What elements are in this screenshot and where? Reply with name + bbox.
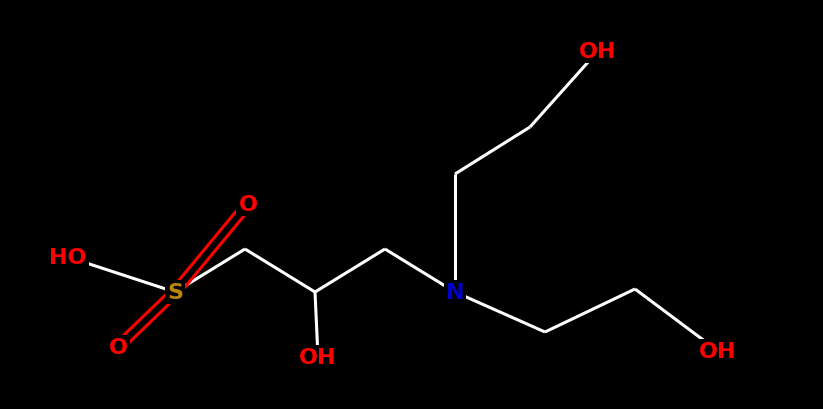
Text: OH: OH <box>300 347 337 367</box>
Text: N: N <box>446 282 464 302</box>
Text: O: O <box>109 337 128 357</box>
Text: HO: HO <box>49 247 86 267</box>
Text: S: S <box>167 282 183 302</box>
Text: OH: OH <box>700 341 737 361</box>
Text: OH: OH <box>579 42 616 62</box>
Text: O: O <box>239 195 258 214</box>
